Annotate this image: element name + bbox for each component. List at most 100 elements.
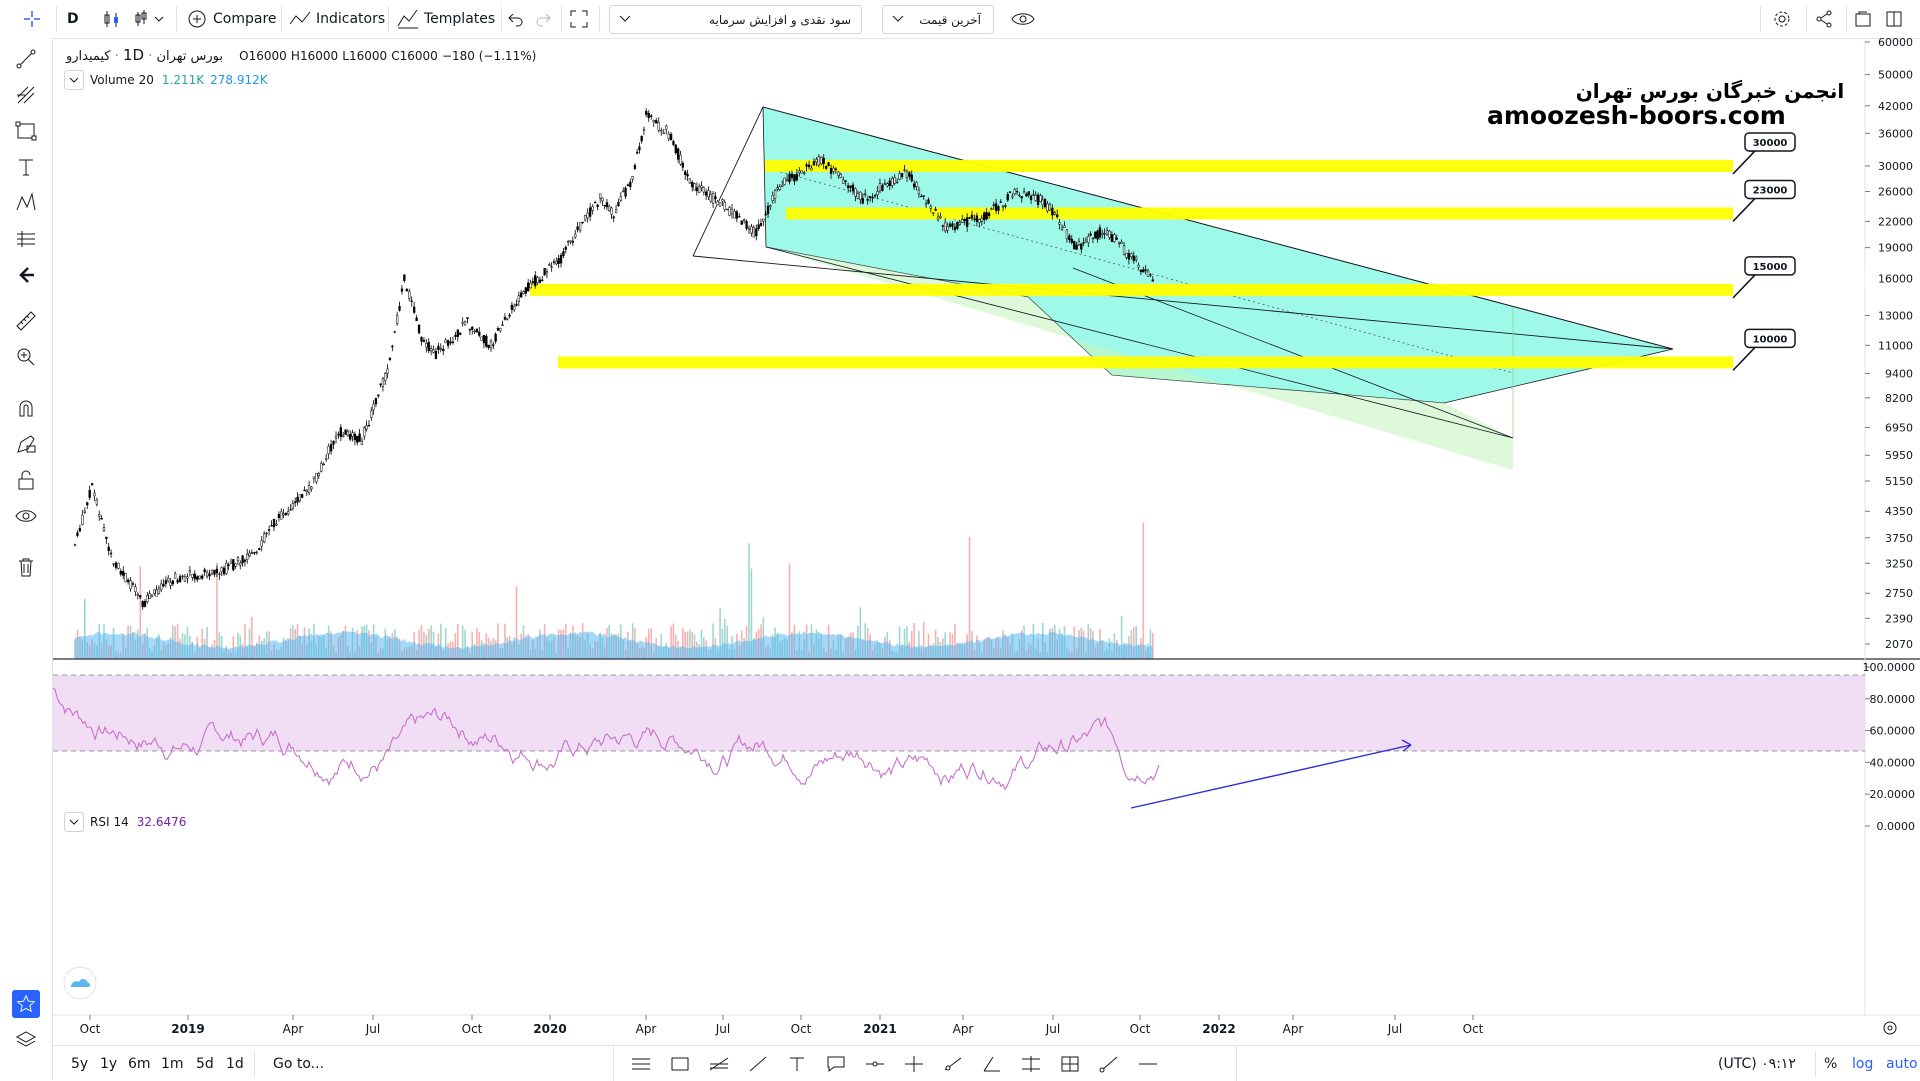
candle bbox=[1135, 255, 1138, 263]
star-favorites-icon[interactable] bbox=[12, 990, 40, 1018]
candle bbox=[1101, 229, 1104, 239]
chart-type-icon[interactable] bbox=[133, 0, 165, 38]
unlock-icon[interactable] bbox=[12, 466, 40, 494]
redo-icon[interactable] bbox=[534, 0, 552, 38]
range-5y[interactable]: 5y bbox=[71, 1055, 89, 1072]
candle bbox=[868, 196, 872, 203]
volume-ma-value: 278.912K bbox=[210, 73, 268, 87]
snapshot-icon[interactable] bbox=[1853, 0, 1873, 38]
candle bbox=[733, 208, 736, 219]
price-axis[interactable]: 60000 50000 42000 36000 30000 26000 22000 19000… bbox=[1865, 38, 1920, 651]
log-toggle[interactable]: log bbox=[1852, 1055, 1874, 1072]
horizontal-ray-icon[interactable] bbox=[860, 1052, 890, 1076]
candle bbox=[586, 208, 589, 223]
collapse-rsi-button[interactable] bbox=[64, 812, 84, 832]
indicators-button[interactable]: Indicators bbox=[288, 0, 385, 38]
percent-toggle[interactable]: % bbox=[1824, 1055, 1838, 1072]
zoom-in-icon[interactable] bbox=[12, 343, 40, 371]
layout-icon[interactable] bbox=[1884, 0, 1904, 38]
candle bbox=[405, 288, 408, 292]
pitchfork-icon[interactable] bbox=[12, 81, 40, 109]
rsi-axis[interactable]: 100.0000 80.0000 60.0000 40.0000 20.0000 0.00… bbox=[1863, 661, 1916, 833]
goto-button[interactable]: Go to... bbox=[273, 1055, 325, 1072]
wedge-bottom-line bbox=[692, 255, 1674, 350]
parallel-channel-icon[interactable] bbox=[1016, 1052, 1046, 1076]
dividends-select[interactable]: سود نقدی و افزایش سرمایه bbox=[609, 5, 862, 34]
candle bbox=[178, 574, 182, 583]
ray-icon[interactable] bbox=[938, 1052, 968, 1076]
range-1m[interactable]: 1m bbox=[161, 1055, 184, 1072]
candle bbox=[669, 132, 673, 141]
text-tool-icon[interactable] bbox=[12, 153, 40, 181]
angle-icon[interactable] bbox=[977, 1052, 1007, 1076]
grid-icon[interactable] bbox=[1055, 1052, 1085, 1076]
candle bbox=[73, 543, 77, 547]
candle bbox=[162, 579, 165, 588]
price-tick-label: 2070 bbox=[1885, 638, 1913, 651]
candle bbox=[548, 262, 551, 267]
trend-line-icon[interactable] bbox=[743, 1052, 773, 1076]
candle bbox=[827, 162, 830, 167]
share-icon[interactable] bbox=[1814, 0, 1834, 38]
eye-icon[interactable] bbox=[1010, 0, 1036, 38]
prediction-icon[interactable] bbox=[12, 225, 40, 253]
horizontal-lines-icon[interactable] bbox=[626, 1052, 656, 1076]
ruler-icon[interactable] bbox=[12, 307, 40, 335]
candle bbox=[446, 339, 450, 349]
range-6m[interactable]: 6m bbox=[128, 1055, 151, 1072]
chart-settings-icon[interactable] bbox=[1883, 1021, 1897, 1035]
undo-icon[interactable] bbox=[507, 0, 525, 38]
brush-icon[interactable] bbox=[1094, 1052, 1124, 1076]
range-1y[interactable]: 1y bbox=[100, 1055, 118, 1072]
trend-line-icon[interactable] bbox=[12, 45, 40, 73]
price-source-select[interactable]: آخرین قیمت bbox=[882, 5, 994, 34]
candle bbox=[1048, 202, 1052, 212]
candle bbox=[489, 338, 493, 352]
layers-icon[interactable] bbox=[12, 1026, 40, 1054]
volume-bar bbox=[712, 623, 714, 659]
range-5d[interactable]: 5d bbox=[196, 1055, 214, 1072]
collapse-volume-button[interactable] bbox=[64, 70, 84, 90]
candles-icon[interactable] bbox=[101, 0, 123, 38]
candle bbox=[1142, 266, 1145, 273]
eye-icon[interactable] bbox=[12, 502, 40, 530]
crosshair-icon[interactable] bbox=[22, 0, 42, 38]
cross-line-icon[interactable] bbox=[899, 1052, 929, 1076]
lock-drawings-icon[interactable] bbox=[12, 430, 40, 458]
candle bbox=[781, 180, 784, 188]
candle bbox=[883, 179, 887, 185]
arrow-left-icon[interactable] bbox=[12, 261, 40, 289]
clock-time[interactable]: ۰۹:۱۲ (UTC) bbox=[1718, 1055, 1796, 1072]
candle bbox=[239, 560, 242, 570]
candle bbox=[820, 156, 823, 166]
symbol-name[interactable]: کیمیدارو bbox=[66, 49, 111, 64]
callout-icon[interactable] bbox=[821, 1052, 851, 1076]
fib-icon[interactable] bbox=[704, 1052, 734, 1076]
candle bbox=[728, 206, 731, 217]
settings-icon[interactable] bbox=[1772, 0, 1792, 38]
candle bbox=[1105, 226, 1109, 236]
compare-button[interactable]: Compare bbox=[186, 0, 277, 38]
range-1d[interactable]: 1d bbox=[226, 1055, 244, 1072]
interval-button[interactable]: D bbox=[67, 11, 79, 27]
horizontal-line-icon[interactable] bbox=[1133, 1052, 1163, 1076]
candle bbox=[325, 453, 328, 462]
candle bbox=[1043, 198, 1047, 209]
auto-toggle[interactable]: auto bbox=[1886, 1055, 1918, 1072]
candle bbox=[1146, 268, 1150, 277]
fullscreen-icon[interactable] bbox=[569, 0, 589, 38]
rectangle-icon[interactable] bbox=[12, 117, 40, 145]
candle bbox=[255, 550, 258, 555]
text-tool-icon[interactable] bbox=[782, 1052, 812, 1076]
trash-icon[interactable] bbox=[12, 553, 40, 581]
magnet-icon[interactable] bbox=[12, 394, 40, 422]
rsi-tick-label: 100.0000 bbox=[1863, 661, 1916, 674]
time-axis[interactable]: Oct 2019 Apr Jul Oct 2020 Apr Jul Oct 2021 Apr Jul O… bbox=[80, 1015, 1484, 1036]
rectangle-icon[interactable] bbox=[665, 1052, 695, 1076]
chart-area[interactable]: 30000 23000 15000 10000 انجمن خبرگان بورس ت… bbox=[53, 38, 1920, 1045]
templates-button[interactable]: Templates bbox=[396, 0, 495, 38]
candle bbox=[1077, 237, 1081, 246]
tradingview-logo-icon[interactable] bbox=[63, 966, 97, 1000]
candle bbox=[965, 213, 969, 233]
pattern-icon[interactable] bbox=[12, 189, 40, 217]
